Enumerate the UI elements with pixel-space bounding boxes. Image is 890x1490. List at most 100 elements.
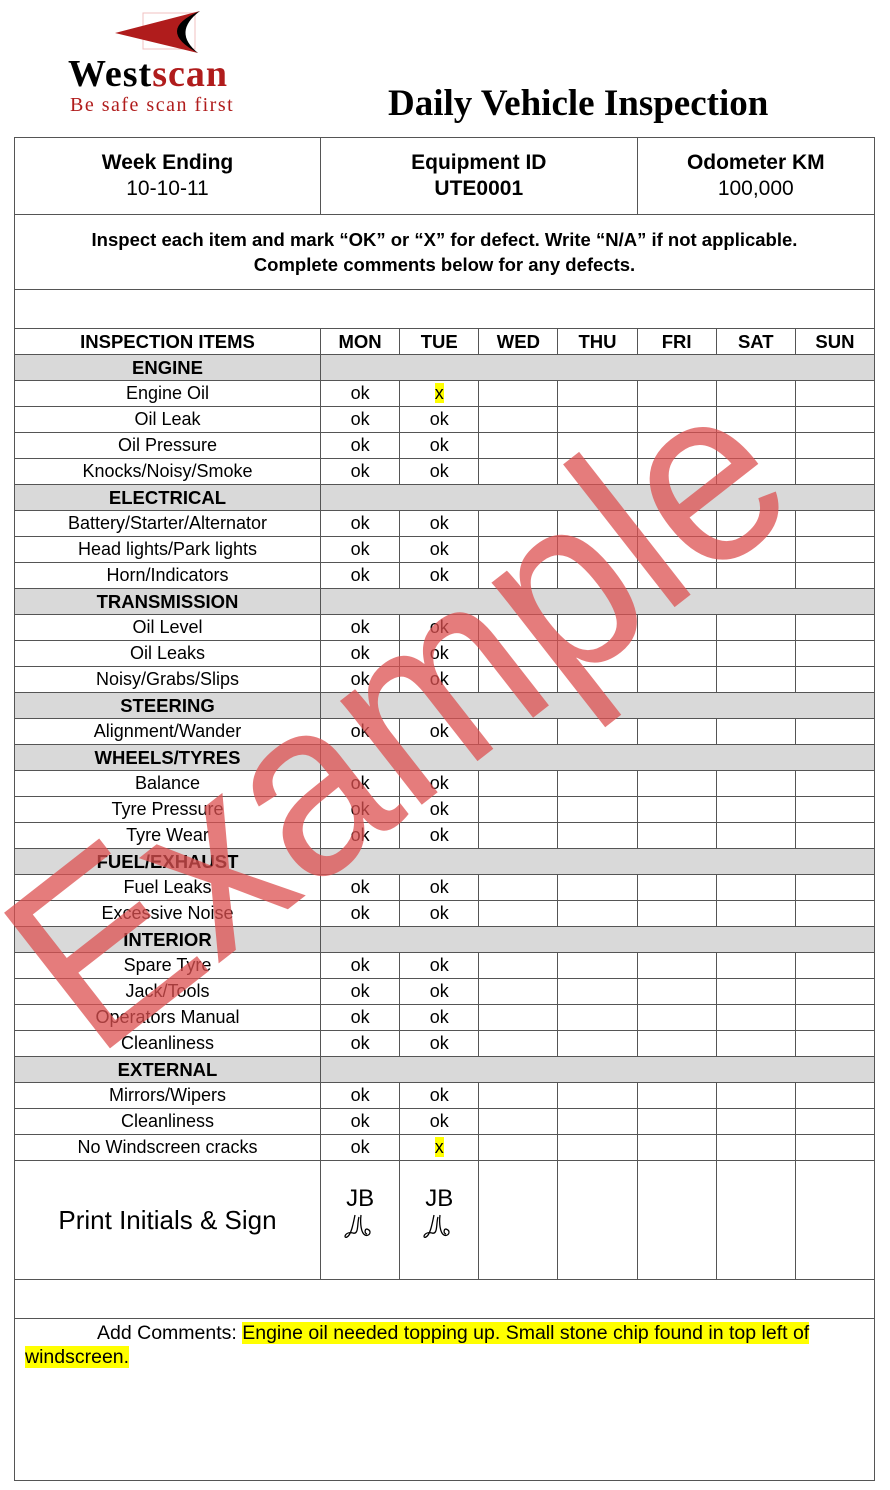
- day-cell[interactable]: [557, 614, 638, 641]
- day-cell[interactable]: [636, 614, 717, 641]
- day-cell[interactable]: ok: [319, 1108, 401, 1135]
- day-cell[interactable]: [478, 432, 559, 459]
- day-cell[interactable]: [478, 1082, 559, 1109]
- day-cell[interactable]: [636, 640, 717, 667]
- day-cell[interactable]: ok: [319, 900, 401, 927]
- day-cell[interactable]: [636, 406, 717, 433]
- day-cell[interactable]: [715, 900, 796, 927]
- day-cell[interactable]: [478, 718, 559, 745]
- day-cell[interactable]: ok: [319, 874, 401, 901]
- day-cell[interactable]: [794, 718, 876, 745]
- day-cell[interactable]: [557, 562, 638, 589]
- signature-cell[interactable]: [794, 1160, 876, 1280]
- day-cell[interactable]: [478, 822, 559, 849]
- day-cell[interactable]: [794, 666, 876, 693]
- day-cell[interactable]: [636, 978, 717, 1005]
- signature-cell[interactable]: [557, 1160, 638, 1280]
- day-cell[interactable]: [557, 380, 638, 407]
- day-cell[interactable]: [715, 796, 796, 823]
- day-cell[interactable]: ok: [399, 406, 480, 433]
- day-cell[interactable]: ok: [399, 614, 480, 641]
- day-cell[interactable]: ok: [319, 562, 401, 589]
- day-cell[interactable]: [557, 1082, 638, 1109]
- day-cell[interactable]: [636, 1082, 717, 1109]
- day-cell[interactable]: ok: [399, 1004, 480, 1031]
- day-cell[interactable]: [636, 952, 717, 979]
- day-cell[interactable]: [478, 952, 559, 979]
- day-cell[interactable]: [794, 1134, 876, 1161]
- day-cell[interactable]: ok: [319, 380, 401, 407]
- day-cell[interactable]: ok: [399, 952, 480, 979]
- day-cell[interactable]: [636, 822, 717, 849]
- day-cell[interactable]: [715, 952, 796, 979]
- day-cell[interactable]: [794, 796, 876, 823]
- day-cell[interactable]: [636, 1004, 717, 1031]
- day-cell[interactable]: ok: [319, 536, 401, 563]
- day-cell[interactable]: [794, 1082, 876, 1109]
- day-cell[interactable]: [478, 614, 559, 641]
- day-cell[interactable]: [715, 666, 796, 693]
- day-cell[interactable]: [715, 1134, 796, 1161]
- day-cell[interactable]: [715, 822, 796, 849]
- day-cell[interactable]: [478, 458, 559, 485]
- day-cell[interactable]: [794, 640, 876, 667]
- day-cell[interactable]: [636, 874, 717, 901]
- day-cell[interactable]: ok: [319, 640, 401, 667]
- day-cell[interactable]: [715, 458, 796, 485]
- signature-cell[interactable]: [715, 1160, 796, 1280]
- day-cell[interactable]: [557, 666, 638, 693]
- day-cell[interactable]: ok: [319, 718, 401, 745]
- day-cell[interactable]: [715, 406, 796, 433]
- day-cell[interactable]: ok: [399, 1108, 480, 1135]
- day-cell[interactable]: [636, 510, 717, 537]
- day-cell[interactable]: [636, 536, 717, 563]
- signature-cell-tue[interactable]: JB: [399, 1160, 480, 1280]
- day-cell[interactable]: [794, 874, 876, 901]
- day-cell[interactable]: ok: [399, 770, 480, 797]
- day-cell[interactable]: [794, 1030, 876, 1057]
- day-cell[interactable]: [715, 562, 796, 589]
- day-cell[interactable]: [557, 978, 638, 1005]
- day-cell[interactable]: [715, 1108, 796, 1135]
- day-cell[interactable]: ok: [319, 458, 401, 485]
- day-cell[interactable]: [478, 770, 559, 797]
- comments-field[interactable]: Add Comments: Engine oil needed topping …: [14, 1318, 875, 1481]
- day-cell[interactable]: ok: [319, 796, 401, 823]
- day-cell[interactable]: [636, 796, 717, 823]
- day-cell[interactable]: [636, 562, 717, 589]
- day-cell[interactable]: [715, 614, 796, 641]
- day-cell[interactable]: [478, 380, 559, 407]
- day-cell[interactable]: [478, 1108, 559, 1135]
- day-cell[interactable]: ok: [319, 406, 401, 433]
- day-cell[interactable]: [478, 874, 559, 901]
- day-cell[interactable]: [636, 1134, 717, 1161]
- day-cell[interactable]: ok: [319, 1082, 401, 1109]
- signature-cell[interactable]: [636, 1160, 717, 1280]
- day-cell[interactable]: [715, 432, 796, 459]
- day-cell[interactable]: [794, 458, 876, 485]
- day-cell[interactable]: ok: [319, 770, 401, 797]
- day-cell[interactable]: ok: [319, 978, 401, 1005]
- day-cell[interactable]: [715, 1082, 796, 1109]
- day-cell[interactable]: [794, 1108, 876, 1135]
- day-cell[interactable]: [478, 510, 559, 537]
- day-cell[interactable]: [557, 770, 638, 797]
- day-cell[interactable]: ok: [399, 900, 480, 927]
- day-cell[interactable]: [478, 1030, 559, 1057]
- day-cell[interactable]: [794, 510, 876, 537]
- day-cell[interactable]: [557, 640, 638, 667]
- day-cell[interactable]: [715, 510, 796, 537]
- day-cell[interactable]: [794, 900, 876, 927]
- day-cell[interactable]: [794, 406, 876, 433]
- day-cell[interactable]: ok: [319, 1030, 401, 1057]
- day-cell[interactable]: ok: [399, 536, 480, 563]
- day-cell[interactable]: [478, 666, 559, 693]
- day-cell[interactable]: [715, 640, 796, 667]
- day-cell[interactable]: [557, 432, 638, 459]
- day-cell[interactable]: [794, 380, 876, 407]
- day-cell[interactable]: [557, 510, 638, 537]
- day-cell[interactable]: [794, 770, 876, 797]
- day-cell[interactable]: [478, 796, 559, 823]
- day-cell[interactable]: ok: [399, 640, 480, 667]
- day-cell[interactable]: [715, 718, 796, 745]
